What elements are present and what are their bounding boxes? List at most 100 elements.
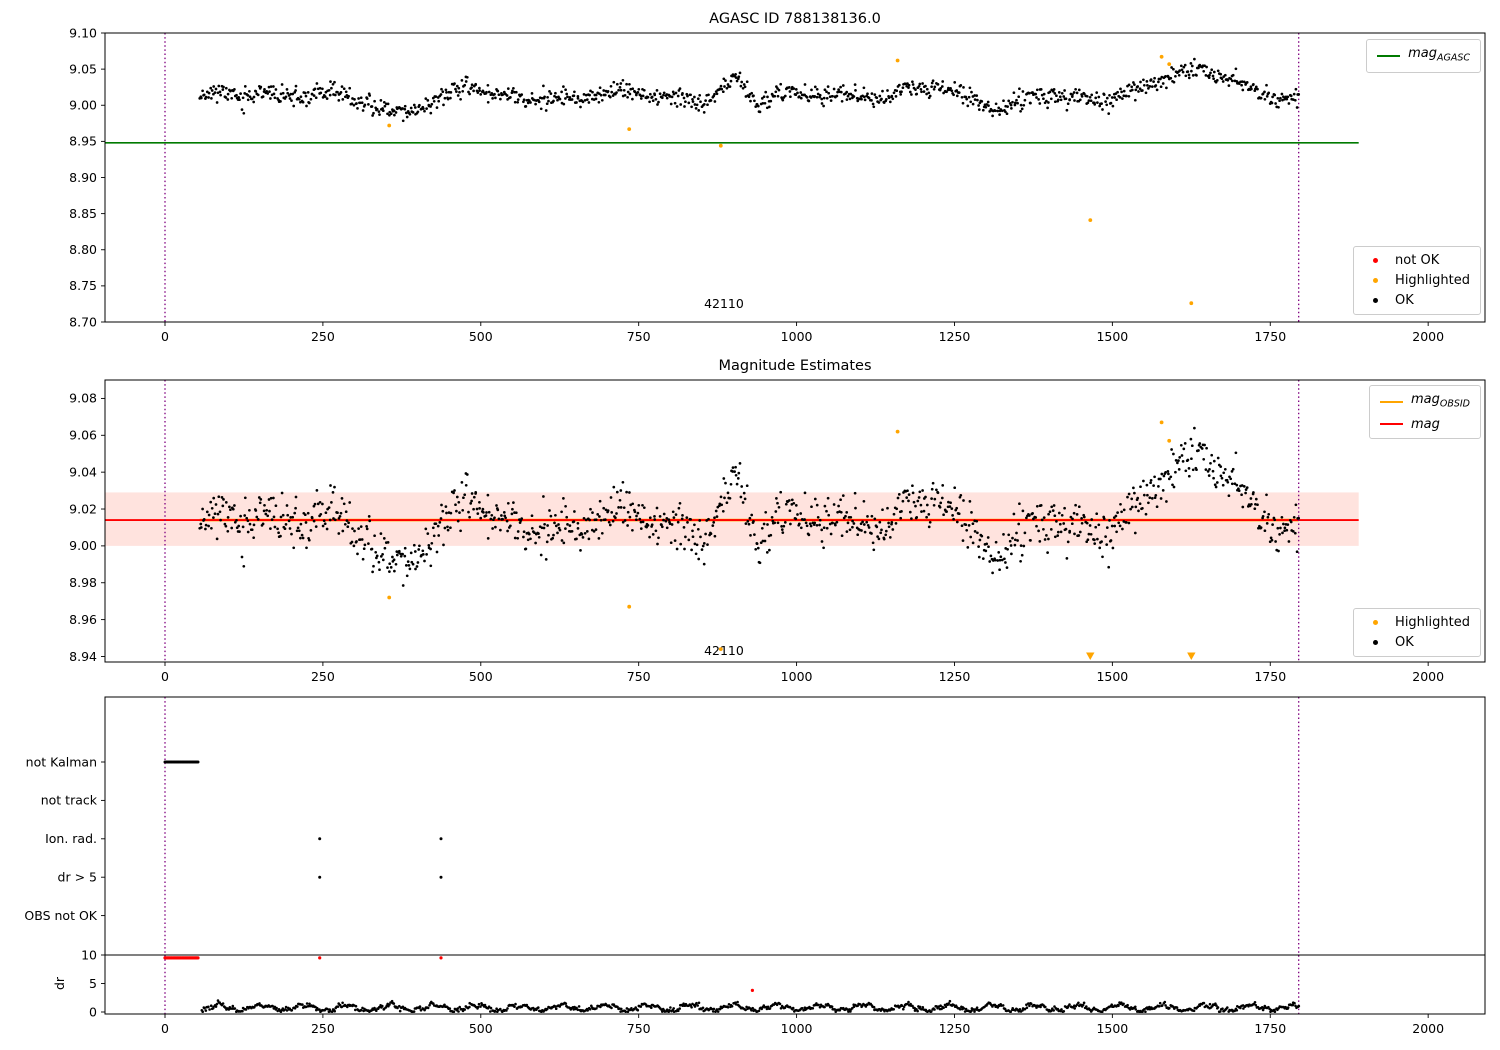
point: [1265, 83, 1268, 87]
point: [478, 86, 481, 90]
point: [961, 101, 965, 105]
point: [266, 92, 270, 95]
point: [1177, 468, 1181, 471]
point: [224, 501, 228, 504]
point: [1040, 518, 1044, 522]
point: [862, 95, 866, 99]
point: [704, 99, 707, 102]
point: [506, 87, 510, 90]
point: [973, 1010, 976, 1013]
point: [268, 90, 271, 93]
point: [1210, 68, 1214, 72]
point: [553, 521, 556, 525]
point: [694, 552, 698, 556]
point: [921, 489, 924, 492]
point: [1093, 538, 1096, 542]
point: [634, 1006, 637, 1009]
point: [537, 535, 541, 539]
point: [713, 100, 717, 103]
point: [294, 506, 297, 510]
point: [1256, 87, 1259, 91]
point: [291, 92, 295, 96]
chart1-xtick-label: 0: [161, 329, 169, 344]
point: [804, 521, 808, 525]
point: [1088, 95, 1092, 99]
point: [1174, 470, 1177, 474]
point: [581, 100, 585, 104]
point: [662, 93, 665, 97]
point: [609, 84, 613, 88]
point: [807, 533, 811, 537]
point: [641, 94, 645, 98]
point: [1189, 301, 1194, 306]
point: [1050, 1009, 1053, 1013]
point: [1287, 540, 1291, 543]
point: [602, 89, 606, 92]
point: [339, 511, 343, 515]
point: [1212, 77, 1215, 81]
point: [941, 80, 945, 83]
point: [377, 560, 381, 564]
point: [552, 533, 555, 537]
point: [514, 1002, 517, 1006]
point: [217, 495, 221, 499]
point: [285, 88, 289, 91]
point: [482, 511, 485, 514]
point: [1090, 518, 1094, 521]
point: [1023, 98, 1027, 102]
point: [368, 519, 372, 523]
point: [310, 516, 314, 520]
point: [585, 98, 589, 101]
point: [1063, 89, 1066, 92]
point: [1202, 69, 1206, 73]
point: [1053, 535, 1057, 539]
point: [321, 524, 325, 528]
point: [977, 555, 981, 559]
point: [762, 522, 766, 526]
point: [808, 522, 812, 526]
point: [690, 548, 693, 552]
point: [1126, 1003, 1129, 1007]
point: [489, 1010, 492, 1013]
point: [322, 519, 326, 523]
point: [204, 1009, 208, 1012]
point: [401, 552, 404, 556]
point: [1122, 1002, 1125, 1006]
point: [1203, 443, 1206, 447]
point: [1244, 491, 1247, 495]
point: [465, 473, 469, 476]
point: [939, 1004, 942, 1007]
point: [1195, 74, 1198, 77]
point: [587, 101, 591, 104]
point: [788, 509, 792, 513]
point: [790, 498, 794, 502]
point: [756, 104, 760, 108]
point: [621, 78, 625, 82]
point: [497, 517, 501, 521]
point: [1267, 91, 1271, 95]
point: [284, 1005, 288, 1009]
point: [1001, 1004, 1005, 1007]
point: [485, 90, 488, 94]
point: [506, 529, 509, 533]
point: [1045, 99, 1048, 103]
point: [359, 1008, 363, 1012]
point: [851, 525, 854, 529]
point: [660, 96, 664, 100]
point: [475, 507, 479, 511]
point: [825, 90, 828, 94]
point: [1277, 549, 1280, 553]
point: [702, 111, 706, 114]
point: [849, 1010, 852, 1013]
chart1-ytick-label: 9.00: [69, 98, 97, 113]
point: [342, 87, 346, 91]
point: [210, 506, 214, 510]
point: [403, 104, 407, 108]
point: [891, 528, 895, 531]
point: [285, 1009, 289, 1012]
point: [906, 489, 909, 493]
point: [1159, 77, 1162, 81]
point: [1068, 529, 1072, 533]
point: [1085, 540, 1089, 544]
point: [866, 92, 869, 96]
